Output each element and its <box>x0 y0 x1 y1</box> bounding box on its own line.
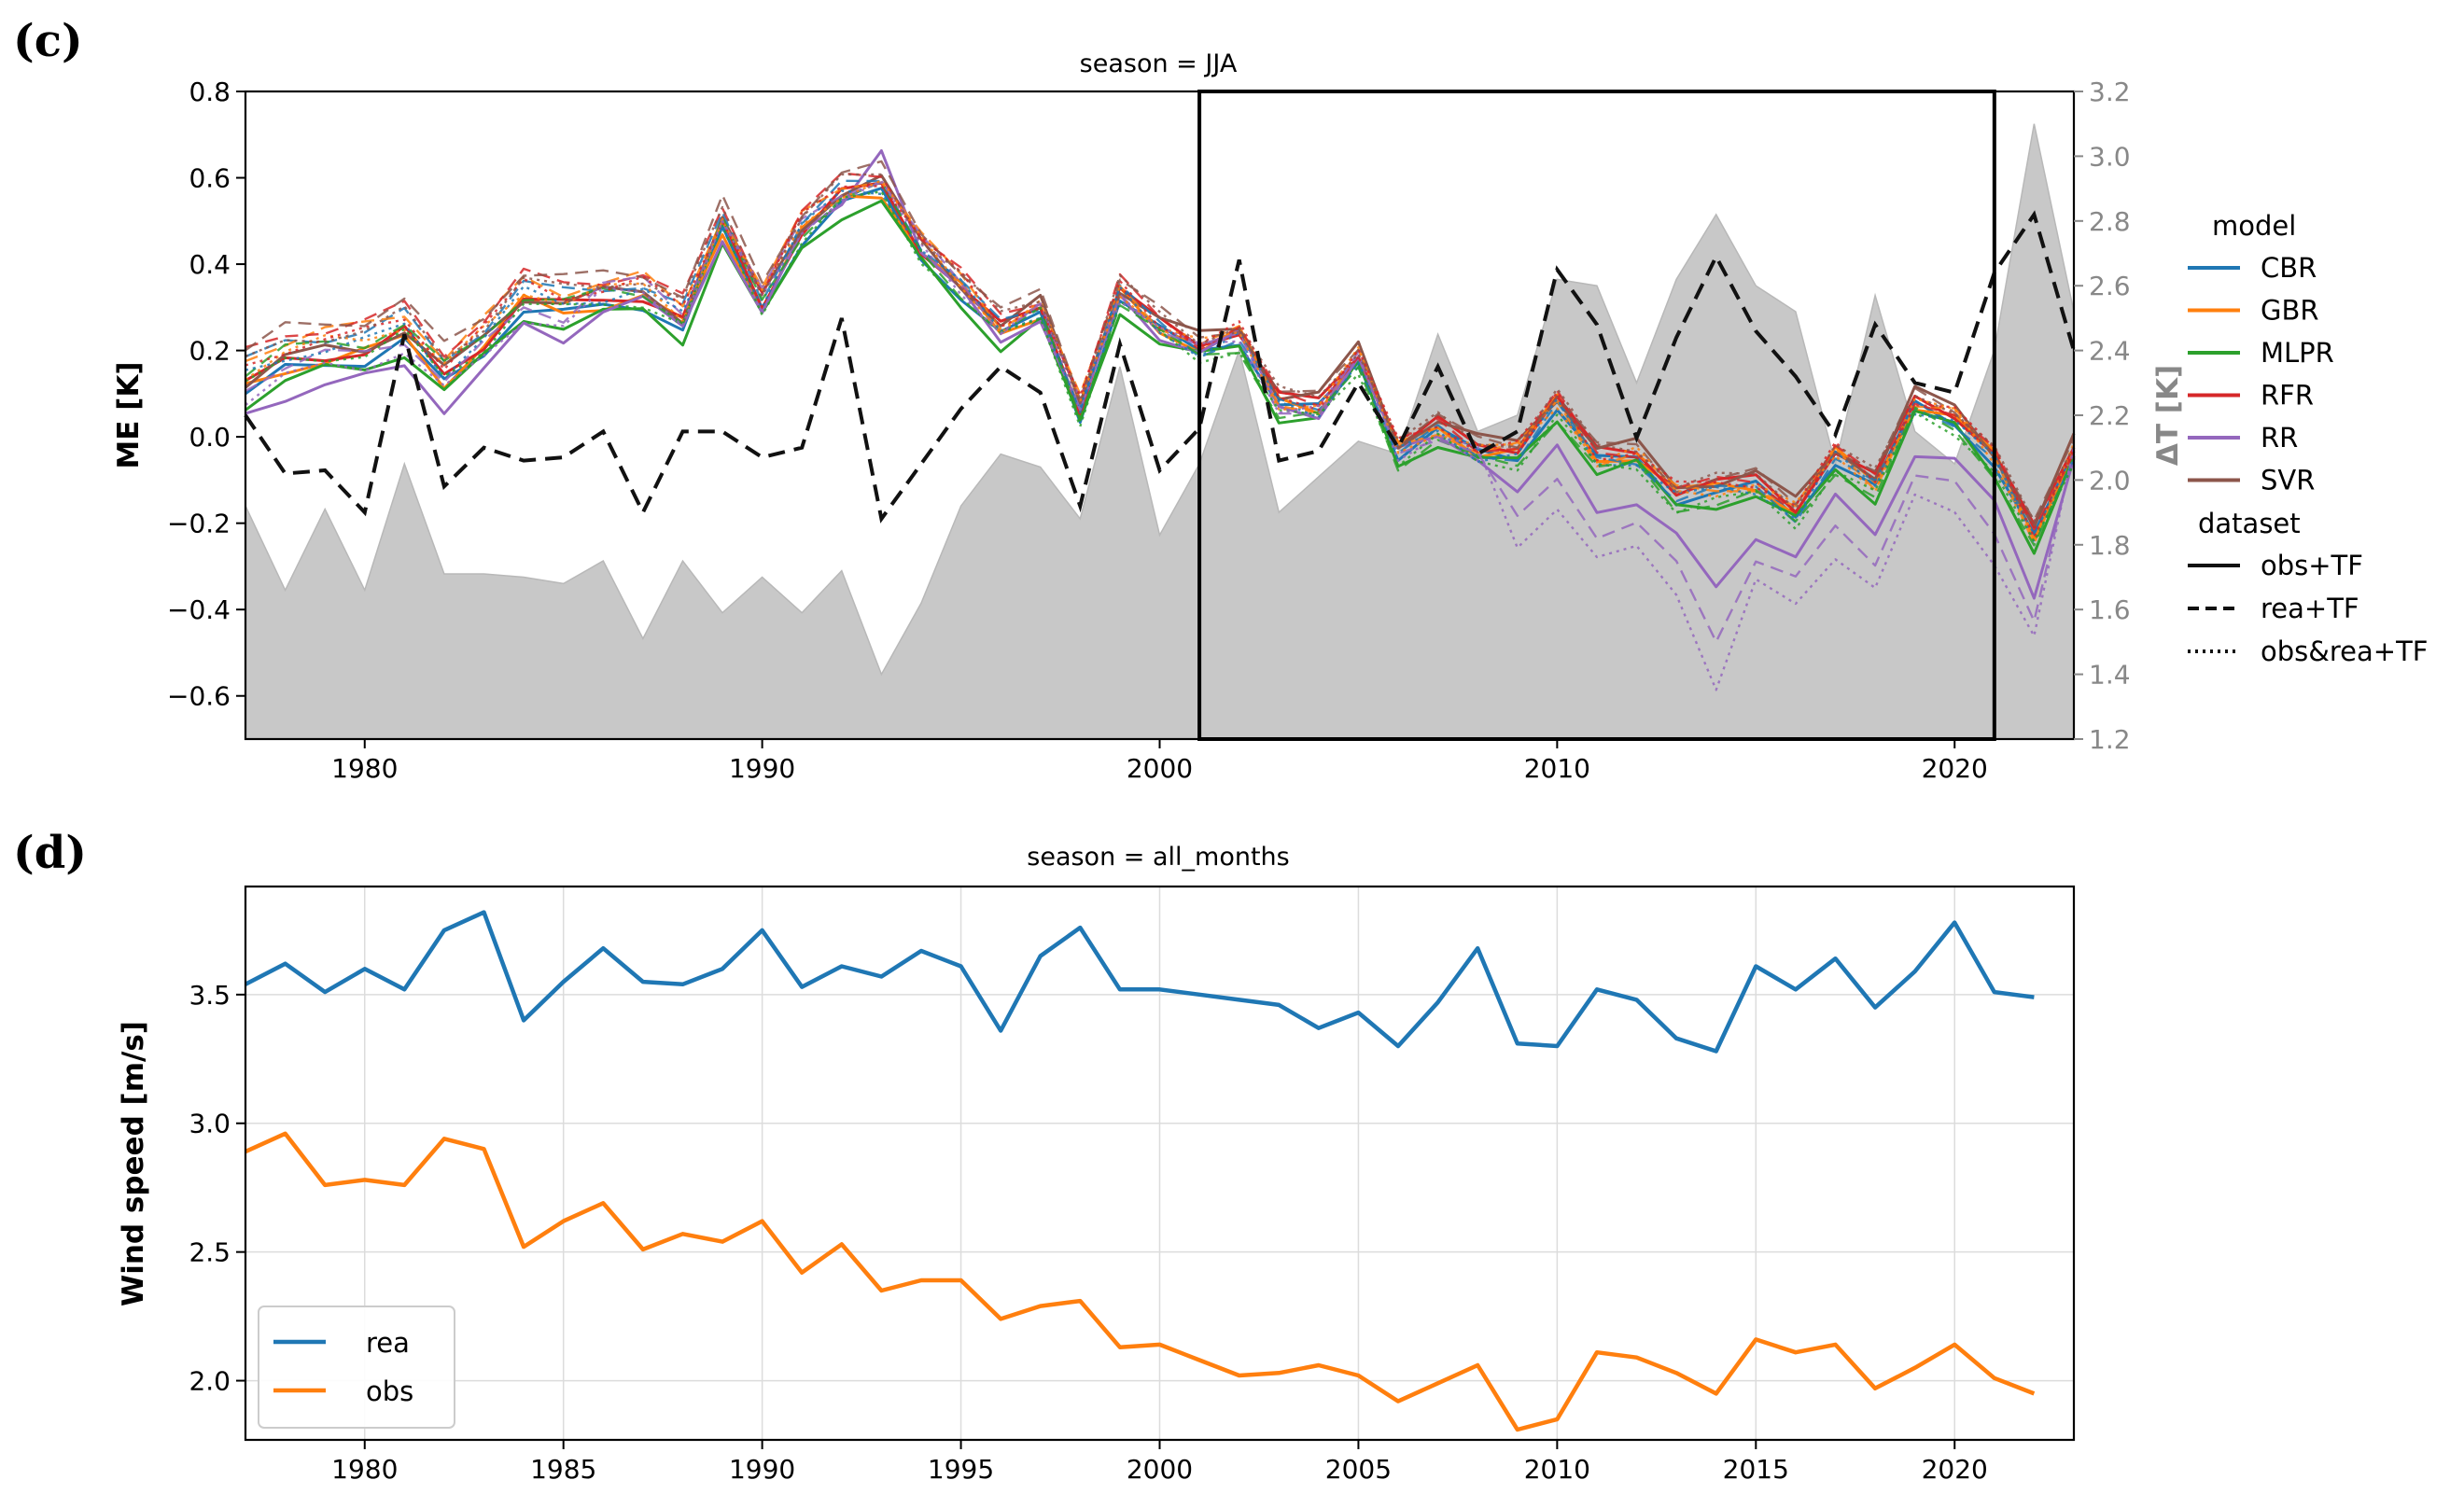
y-tick-label: 3.0 <box>189 1109 231 1139</box>
y-right-tick-label: 3.0 <box>2089 141 2131 172</box>
panel-c-y-axis-right: 3.2 3.0 2.8 2.6 2.4 2.2 2.0 1.8 1.6 1.4 1.2 <box>2074 77 2131 755</box>
line-svr-dashed <box>245 160 2076 522</box>
y-tick-label: 0.8 <box>189 77 231 107</box>
y-tick-label: 2.5 <box>189 1237 231 1268</box>
panel-c-x-axis: 1980 1990 2000 2010 2020 <box>331 739 1988 784</box>
line-mlpr-dashed <box>245 180 2076 547</box>
x-tick-label: 2005 <box>1325 1454 1392 1485</box>
panel-d-title: season = all_months <box>1027 843 1289 872</box>
y-right-tick-label: 2.4 <box>2089 336 2131 367</box>
x-tick-label: 1990 <box>729 1454 795 1485</box>
x-tick-label: 1990 <box>729 753 795 784</box>
y-tick-label: 2.0 <box>189 1366 231 1397</box>
legend-label-dotted: obs&rea+TF <box>2261 635 2428 667</box>
x-tick-label: 1980 <box>331 1454 398 1485</box>
x-tick-label: 2010 <box>1524 753 1590 784</box>
y-right-tick-label: 1.6 <box>2089 594 2131 625</box>
y-tick-label: −0.6 <box>167 681 231 712</box>
panel-d-x-axis: 1980 1985 1990 1995 2000 2005 2010 2015 2020 <box>331 1440 1988 1485</box>
x-tick-label: 2000 <box>1127 1454 1193 1485</box>
line-mlpr-dotted <box>245 190 2076 543</box>
y-tick-label: 3.5 <box>189 980 231 1011</box>
y-right-tick-label: 2.6 <box>2089 271 2131 301</box>
panel-c-y-axis: 0.8 0.6 0.4 0.2 0.0 −0.2 −0.4 −0.6 <box>167 77 245 712</box>
legend-label-dashed: rea+TF <box>2261 593 2359 624</box>
line-cbr-dotted <box>245 189 2076 543</box>
line-mlpr-solid <box>245 199 2076 555</box>
y-right-tick-label: 1.4 <box>2089 660 2131 691</box>
y-right-tick-label: 1.2 <box>2089 724 2131 755</box>
x-tick-label: 1980 <box>331 753 398 784</box>
y-right-tick-label: 2.0 <box>2089 465 2131 496</box>
panel-c-ylabel-right: ΔT [K] <box>2151 365 2185 466</box>
line-rfr-dotted <box>245 185 2076 538</box>
panel-letter-d: (d) <box>13 827 87 879</box>
y-right-tick-label: 1.8 <box>2089 530 2131 561</box>
me-lines-layer <box>245 149 2076 691</box>
legend-label-solid: obs+TF <box>2261 550 2363 581</box>
x-tick-label: 2015 <box>1723 1454 1789 1485</box>
legend: model CBR GBR MLPR RFR RR SVR dataset obs+TF r… <box>2188 210 2428 667</box>
delta-t-area <box>245 123 2075 740</box>
legend-model-title: model <box>2212 210 2296 242</box>
x-tick-label: 2020 <box>1922 753 1988 784</box>
panel-d-lines <box>244 910 2036 1432</box>
legend-label-rea: rea <box>366 1327 410 1359</box>
x-tick-label: 2010 <box>1524 1454 1590 1485</box>
y-right-tick-label: 3.2 <box>2089 77 2131 107</box>
delta-t-area-layer <box>245 123 2075 740</box>
line-svr-dotted <box>245 173 2076 523</box>
y-tick-label: −0.2 <box>167 509 231 539</box>
x-tick-label: 2020 <box>1922 1454 1988 1485</box>
x-tick-label: 2000 <box>1127 753 1193 784</box>
panel-c-title: season = JJA <box>1080 49 1238 78</box>
legend-label-cbr: CBR <box>2261 252 2317 284</box>
line-rea <box>244 910 2035 1054</box>
delta-t-dashed-line <box>244 210 2076 524</box>
line-cbr-dashed <box>245 179 2076 536</box>
delta-t-dashed-layer <box>244 210 2076 524</box>
y-tick-label: 0.0 <box>189 422 231 453</box>
panel-d-grid <box>245 887 2074 1440</box>
legend-dataset-title: dataset <box>2198 508 2301 539</box>
legend-label-rr: RR <box>2261 422 2298 454</box>
panel-d-legend: rea obs <box>258 1306 455 1429</box>
y-right-tick-label: 2.2 <box>2089 400 2131 431</box>
x-tick-label: 1985 <box>530 1454 596 1485</box>
legend-label-gbr: GBR <box>2261 295 2319 327</box>
y-tick-label: 0.6 <box>189 163 231 194</box>
panel-d-legend-box <box>258 1306 455 1429</box>
legend-label-rfr: RFR <box>2261 380 2314 412</box>
line-obs <box>245 1131 2036 1432</box>
panel-c-ylabel: ME [K] <box>112 361 146 468</box>
legend-label-obs: obs <box>366 1375 413 1407</box>
y-tick-label: 0.2 <box>189 336 231 367</box>
legend-label-svr: SVR <box>2261 465 2315 496</box>
legend-label-mlpr: MLPR <box>2261 337 2334 369</box>
line-rr-solid <box>245 149 2076 600</box>
x-tick-label: 1995 <box>928 1454 994 1485</box>
y-tick-label: −0.4 <box>167 594 231 625</box>
y-right-tick-label: 2.8 <box>2089 206 2131 237</box>
panel-letter-c: (c) <box>13 15 83 67</box>
panel-d-ylabel: Wind speed [m/s] <box>117 1021 150 1306</box>
line-cbr-solid <box>245 187 2076 536</box>
panel-d: (d) season = all_months 1980 1985 1990 1995… <box>13 827 2076 1485</box>
y-tick-label: 0.4 <box>189 249 231 280</box>
panel-d-y-axis: 3.5 3.0 2.5 2.0 <box>189 980 245 1397</box>
panel-c: (c) season = JJA 1980 1990 2000 2010 2020 0.… <box>13 15 2428 784</box>
